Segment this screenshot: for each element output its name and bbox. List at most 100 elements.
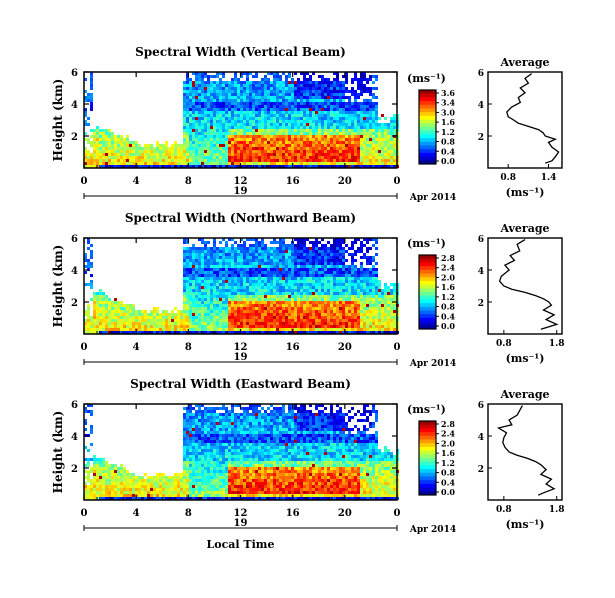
heatmap-cell <box>312 90 315 93</box>
heatmap-cell <box>201 307 204 310</box>
heatmap-cell <box>84 159 87 162</box>
heatmap-cell <box>354 162 357 165</box>
heatmap-cell <box>357 129 360 132</box>
heatmap-cell <box>192 111 195 114</box>
heatmap-cells <box>84 238 399 334</box>
heatmap-cell <box>387 159 390 162</box>
heatmap-cell <box>180 328 183 331</box>
heatmap-cell <box>114 138 117 141</box>
heatmap-cell <box>90 262 93 265</box>
heatmap-cell <box>129 313 132 316</box>
heatmap-cell <box>294 156 297 159</box>
heatmap-cell <box>309 147 312 150</box>
heatmap-cell <box>336 84 339 87</box>
heatmap-cell <box>390 289 393 292</box>
heatmap-cell <box>234 253 237 256</box>
heatmap-cell <box>312 316 315 319</box>
heatmap-cell <box>303 129 306 132</box>
heatmap-cell <box>249 250 252 253</box>
heatmap-cell <box>306 129 309 132</box>
heatmap-cell <box>372 301 375 304</box>
heatmap-cell <box>114 328 117 331</box>
x-tick-label: 20 <box>338 176 352 187</box>
heatmap-cell <box>273 102 276 105</box>
heatmap-cell <box>375 108 378 111</box>
heatmap-cell <box>222 268 225 271</box>
heatmap-cell <box>183 262 186 265</box>
heatmap-cell <box>300 271 303 274</box>
heatmap-cell <box>93 135 96 138</box>
heatmap-cell <box>267 331 270 334</box>
heatmap-cell <box>192 274 195 277</box>
heatmap-cell <box>330 153 333 156</box>
heatmap-cell <box>225 129 228 132</box>
heatmap-cell <box>90 280 93 283</box>
heatmap-cell <box>186 105 189 108</box>
heatmap-cell <box>366 129 369 132</box>
heatmap-cell <box>300 325 303 328</box>
heatmap-cell <box>312 292 315 295</box>
heatmap-cell <box>321 286 324 289</box>
heatmap-cell <box>321 310 324 313</box>
heatmap-cell <box>213 99 216 102</box>
heatmap-cell <box>264 322 267 325</box>
heatmap-cell <box>327 147 330 150</box>
heatmap-cell <box>348 156 351 159</box>
heatmap-cell <box>393 117 396 120</box>
heatmap-cell <box>117 319 120 322</box>
heatmap-cell <box>351 117 354 120</box>
heatmap-cell <box>282 310 285 313</box>
heatmap-cell <box>297 165 300 168</box>
heatmap-cell <box>294 277 297 280</box>
heatmap-cell <box>282 244 285 247</box>
heatmap-cell <box>282 325 285 328</box>
heatmap-cell <box>252 105 255 108</box>
colorbar-swatch <box>419 152 436 158</box>
heatmap-cell <box>297 123 300 126</box>
heatmap-cell <box>213 256 216 259</box>
heatmap-cell <box>201 319 204 322</box>
heatmap-cell <box>216 108 219 111</box>
heatmap-cell <box>351 165 354 168</box>
heatmap-cell <box>258 84 261 87</box>
heatmap-cell <box>300 238 303 241</box>
heatmap-cell <box>312 93 315 96</box>
heatmap-cell <box>186 298 189 301</box>
heatmap-cell <box>306 78 309 81</box>
heatmap-cell <box>345 274 348 277</box>
heatmap-cell <box>267 129 270 132</box>
heatmap-cell <box>171 159 174 162</box>
heatmap-cell <box>204 265 207 268</box>
heatmap-cell <box>222 96 225 99</box>
heatmap-cell <box>306 150 309 153</box>
heatmap-cell <box>276 75 279 78</box>
heatmap-cell <box>312 319 315 322</box>
heatmap-cell <box>183 123 186 126</box>
heatmap-cell <box>234 256 237 259</box>
heatmap-cell <box>228 259 231 262</box>
heatmap-cell <box>201 159 204 162</box>
heatmap-cell <box>207 325 210 328</box>
heatmap-cell <box>327 313 330 316</box>
heatmap-cell <box>204 313 207 316</box>
heatmap-cell <box>210 75 213 78</box>
heatmap-cell <box>210 286 213 289</box>
heatmap-cell <box>330 141 333 144</box>
heatmap-cell <box>318 328 321 331</box>
heatmap-cell <box>168 156 171 159</box>
heatmap-cell <box>204 283 207 286</box>
heatmap-cell <box>258 153 261 156</box>
heatmap-cell <box>255 241 258 244</box>
heatmap-cell <box>99 141 102 144</box>
heatmap-cell <box>255 280 258 283</box>
heatmap-cell <box>309 310 312 313</box>
heatmap-cell <box>168 316 171 319</box>
heatmap-cell <box>222 153 225 156</box>
heatmap-cell <box>315 259 318 262</box>
heatmap-cell <box>210 313 213 316</box>
heatmap-cell <box>84 108 87 111</box>
heatmap-cell <box>360 72 363 75</box>
heatmap-cell <box>246 247 249 250</box>
heatmap-cell <box>231 93 234 96</box>
